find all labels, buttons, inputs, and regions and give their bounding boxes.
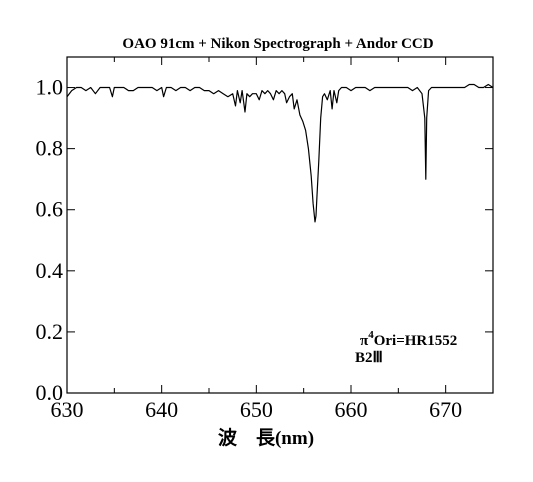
x-tick-label: 660 xyxy=(335,397,368,422)
star-superscript: 4 xyxy=(368,329,374,341)
y-tick-label: 0.8 xyxy=(36,136,64,161)
x-tick-label: 650 xyxy=(240,397,273,422)
plot-frame xyxy=(66,56,494,394)
y-tick-label: 1.0 xyxy=(36,75,64,100)
star-name: Ori=HR1552 xyxy=(374,333,458,349)
star-annotation: π4Ori=HR1552 B2Ⅲ xyxy=(355,329,457,366)
y-tick-label: 0.2 xyxy=(36,319,64,344)
y-tick-label: 0.0 xyxy=(36,380,64,405)
star-symbol: π xyxy=(360,333,369,349)
x-tick-label: 670 xyxy=(429,397,462,422)
x-axis-ticks: 630 640 650 660 670 xyxy=(51,57,462,422)
spectrum-line xyxy=(66,83,494,223)
spectral-type: B2Ⅲ xyxy=(355,350,383,366)
x-tick-label: 640 xyxy=(145,397,178,422)
svg-text:π4Ori=HR1552: π4Ori=HR1552 xyxy=(360,329,457,349)
chart-title: OAO 91cm + Nikon Spectrograph + Andor CC… xyxy=(122,36,433,52)
x-tick-label: 630 xyxy=(51,397,84,422)
x-axis-label: 波 長(nm) xyxy=(218,426,314,449)
y-tick-label: 0.6 xyxy=(36,197,64,222)
y-tick-label: 0.4 xyxy=(36,258,64,283)
y-axis-ticks: 0.0 0.2 0.4 0.6 0.8 1.0 xyxy=(36,75,493,405)
